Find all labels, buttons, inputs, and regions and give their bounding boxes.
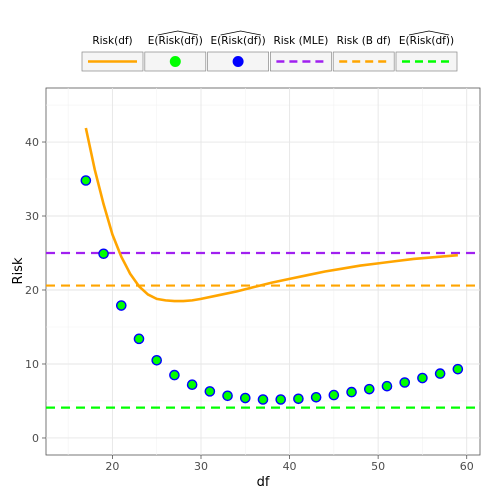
y-tick-label: 30 <box>25 210 39 223</box>
legend-entry: Risk (B df) <box>332 35 395 72</box>
legend-entry: E(Risk(df)) <box>144 30 207 72</box>
data-point <box>293 393 304 405</box>
x-tick-label: 40 <box>283 460 297 473</box>
estimate-points <box>80 175 464 405</box>
plot-background <box>45 87 481 456</box>
data-point <box>222 390 233 402</box>
legend-key-box <box>270 51 332 72</box>
data-point <box>399 377 411 388</box>
data-point <box>98 248 109 260</box>
plot-panel <box>45 87 481 456</box>
legend-hat <box>157 30 198 36</box>
data-point <box>434 368 446 379</box>
y-axis-title: Risk <box>11 257 26 284</box>
legend-key-box <box>395 51 458 72</box>
risk-curve <box>84 127 458 303</box>
data-point <box>186 379 198 391</box>
data-point <box>257 394 269 405</box>
y-axis: 0 10 20 30 40 <box>25 136 46 445</box>
legend: Risk(df) E(Risk(df)) E(Risk(df)) Risk (MLE)… <box>81 30 458 72</box>
y-tick-label: 0 <box>32 432 39 445</box>
legend-entry: E(Risk(df)) <box>395 30 458 72</box>
grid-major <box>46 88 480 455</box>
data-point <box>239 392 251 404</box>
series-line-risk-df <box>84 127 458 303</box>
legend-key-point <box>169 56 181 67</box>
data-point <box>310 391 322 403</box>
legend-entry: Risk(df) <box>81 35 144 72</box>
legend-hat <box>408 30 450 36</box>
x-tick-label: 20 <box>105 460 119 473</box>
data-point <box>417 372 428 384</box>
x-tick-label: 30 <box>194 460 208 473</box>
legend-label: Risk (MLE) <box>273 35 328 47</box>
x-axis-title: df <box>257 475 270 490</box>
legend-label: E(Risk(df)) <box>399 35 454 47</box>
legend-key-box <box>332 51 395 72</box>
data-point <box>328 389 340 401</box>
data-point <box>275 394 287 405</box>
data-point <box>363 383 375 395</box>
y-tick-label: 20 <box>25 284 39 297</box>
y-tick-label: 10 <box>25 358 39 371</box>
legend-label: E(Risk(df)) <box>148 35 203 47</box>
legend-label: E(Risk(df)) <box>211 35 266 47</box>
x-tick-label: 60 <box>460 460 474 473</box>
data-point <box>115 300 127 311</box>
data-point <box>452 363 464 375</box>
legend-key-point <box>232 56 244 67</box>
data-point <box>204 386 216 397</box>
y-tick-label: 40 <box>25 136 39 149</box>
x-tick-label: 50 <box>371 460 385 473</box>
legend-entry: E(Risk(df)) <box>207 30 269 72</box>
data-point <box>133 333 145 345</box>
legend-label: Risk (B df) <box>337 35 391 47</box>
data-point <box>80 175 92 186</box>
data-point <box>346 386 357 398</box>
data-point <box>169 369 180 381</box>
legend-label: Risk(df) <box>92 35 132 47</box>
data-point <box>381 380 393 392</box>
x-axis: 20 30 40 50 60 <box>105 455 474 473</box>
legend-entry: Risk (MLE) <box>270 35 332 72</box>
legend-hat <box>220 30 261 36</box>
data-point <box>151 354 163 366</box>
